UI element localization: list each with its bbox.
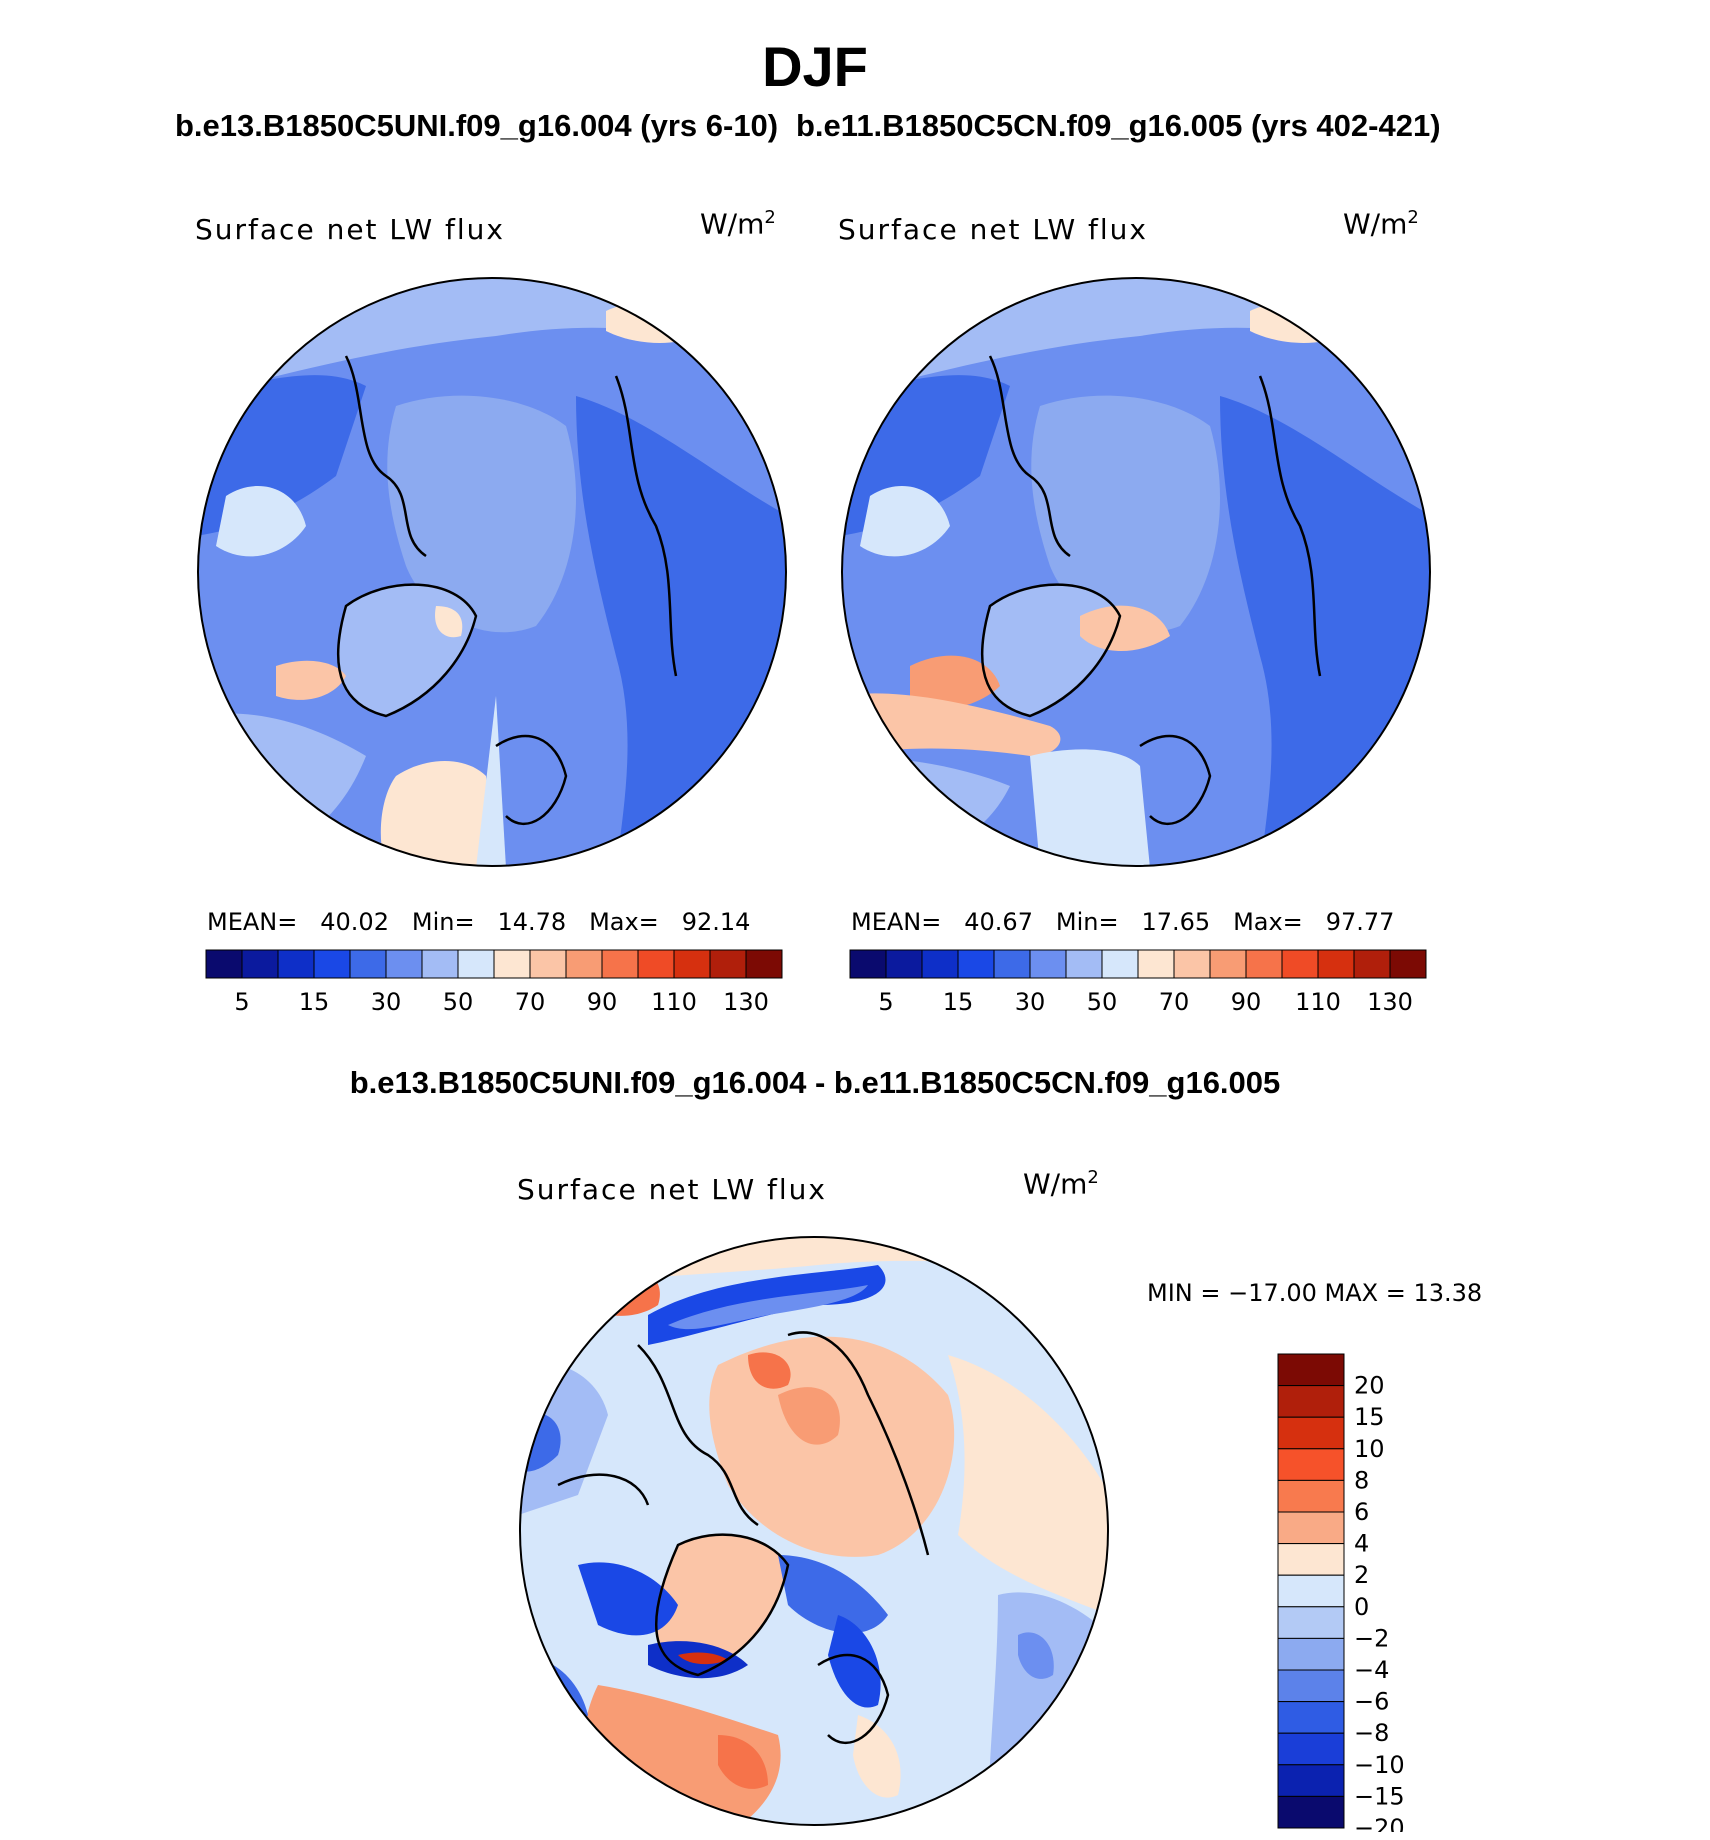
diff-colorbar-swatch xyxy=(1277,1543,1345,1576)
right-colorbar-swatch xyxy=(1245,949,1283,979)
diff-colorbar-tick-label: 8 xyxy=(1354,1466,1369,1494)
right-colorbar-tick-label: 70 xyxy=(1159,988,1190,1016)
right-colorbar-swatch xyxy=(1281,949,1319,979)
left-colorbar-swatch xyxy=(385,949,423,979)
left-colorbar-swatch xyxy=(673,949,711,979)
left-colorbar-swatch xyxy=(745,949,783,979)
right-colorbar-swatch xyxy=(1137,949,1175,979)
right-colorbar-swatch xyxy=(1353,949,1391,979)
diff-colorbar-swatch xyxy=(1277,1732,1345,1766)
right-colorbar-swatch xyxy=(1209,949,1247,979)
right-polar-map xyxy=(841,277,1431,867)
left-variable-label: Surface net LW flux xyxy=(195,213,505,246)
left-stats: MEAN= 40.02 Min= 14.78 Max= 92.14 xyxy=(207,908,751,936)
diff-colorbar-swatch xyxy=(1277,1701,1345,1734)
right-colorbar-tick-label: 15 xyxy=(943,988,974,1016)
left-colorbar-tick-label: 90 xyxy=(587,988,618,1016)
right-case-title: b.e11.B1850C5CN.f09_g16.005 (yrs 402-421… xyxy=(796,108,1441,143)
diff-colorbar-swatch xyxy=(1277,1353,1345,1387)
left-colorbar-swatch xyxy=(241,949,279,979)
right-colorbar-swatch xyxy=(921,949,959,979)
left-colorbar-swatch xyxy=(601,949,639,979)
diff-colorbar-tick-label: −8 xyxy=(1354,1719,1389,1747)
right-colorbar-swatch xyxy=(1065,949,1103,979)
left-colorbar-swatch xyxy=(709,949,747,979)
right-colorbar-tick-label: 110 xyxy=(1295,988,1341,1016)
right-stats: MEAN= 40.67 Min= 17.65 Max= 97.77 xyxy=(851,908,1395,936)
right-colorbar-tick-label: 90 xyxy=(1231,988,1262,1016)
right-colorbar-tick-label: 30 xyxy=(1015,988,1046,1016)
left-colorbar-swatch xyxy=(457,949,495,979)
diff-colorbar-tick-label: −15 xyxy=(1354,1782,1405,1810)
left-colorbar-swatch xyxy=(493,949,531,979)
diff-colorbar-tick-label: 20 xyxy=(1354,1372,1385,1400)
left-colorbar-tick-label: 15 xyxy=(299,988,330,1016)
difference-polar-map xyxy=(519,1236,1109,1826)
diff-colorbar-swatch xyxy=(1277,1795,1345,1829)
diff-colorbar-tick-label: −2 xyxy=(1354,1624,1389,1652)
diff-colorbar-swatch xyxy=(1277,1574,1345,1608)
left-colorbar-swatch xyxy=(277,949,315,979)
diff-colorbar-tick-label: 0 xyxy=(1354,1593,1369,1621)
diff-variable-label: Surface net LW flux xyxy=(517,1173,827,1206)
right-colorbar-swatch xyxy=(849,949,887,979)
right-variable-label: Surface net LW flux xyxy=(838,213,1148,246)
left-colorbar-tick-label: 70 xyxy=(515,988,546,1016)
right-colorbar-swatch xyxy=(1317,949,1355,979)
left-polar-map xyxy=(197,277,787,867)
left-colorbar-tick-label: 30 xyxy=(371,988,402,1016)
diff-colorbar-swatch xyxy=(1277,1511,1345,1545)
right-colorbar-tick-label: 5 xyxy=(878,988,893,1016)
right-colorbar-swatch xyxy=(993,949,1031,979)
diff-colorbar-swatch xyxy=(1277,1448,1345,1481)
left-colorbar-swatch xyxy=(637,949,675,979)
left-colorbar-swatch xyxy=(349,949,387,979)
diff-colorbar-tick-label: −20 xyxy=(1354,1814,1405,1832)
diff-colorbar-swatch xyxy=(1277,1637,1345,1671)
right-colorbar-swatch xyxy=(1101,949,1139,979)
left-colorbar-swatch xyxy=(565,949,603,979)
diff-colorbar-swatch xyxy=(1277,1385,1345,1418)
left-colorbar-tick-label: 50 xyxy=(443,988,474,1016)
right-colorbar-swatch xyxy=(1389,949,1427,979)
main-title: DJF xyxy=(762,35,868,98)
right-colorbar-swatch xyxy=(1029,949,1067,979)
diff-colorbar-tick-label: 10 xyxy=(1354,1435,1385,1463)
diff-colorbar-tick-label: −10 xyxy=(1354,1751,1405,1779)
left-colorbar-swatch xyxy=(313,949,351,979)
diff-colorbar-tick-label: 4 xyxy=(1354,1530,1369,1558)
left-colorbar-tick-label: 110 xyxy=(651,988,697,1016)
diff-colorbar-swatch xyxy=(1277,1669,1345,1703)
diff-colorbar-swatch xyxy=(1277,1606,1345,1639)
left-colorbar-swatch xyxy=(421,949,459,979)
difference-title: b.e13.B1850C5UNI.f09_g16.004 - b.e11.B18… xyxy=(349,1065,1281,1100)
right-colorbar-swatch xyxy=(957,949,995,979)
right-colorbar-swatch xyxy=(885,949,923,979)
right-colorbar: 5 15 30 50 70 90 110 130 xyxy=(849,949,1427,1016)
diff-colorbar-tick-label: −4 xyxy=(1354,1656,1389,1684)
diff-colorbar-tick-label: 15 xyxy=(1354,1403,1385,1431)
diff-colorbar-swatch xyxy=(1277,1479,1345,1513)
left-colorbar-swatch xyxy=(529,949,567,979)
right-units: W/m2 xyxy=(1343,207,1419,241)
diff-colorbar-tick-label: 6 xyxy=(1354,1498,1369,1526)
right-colorbar-swatch xyxy=(1173,949,1211,979)
diff-colorbar-tick-label: 2 xyxy=(1354,1561,1369,1589)
diff-colorbar-swatch xyxy=(1277,1764,1345,1797)
diff-colorbar-swatch xyxy=(1277,1416,1345,1450)
left-colorbar-tick-label: 5 xyxy=(234,988,249,1016)
right-colorbar-tick-label: 50 xyxy=(1087,988,1118,1016)
diff-units: W/m2 xyxy=(1023,1167,1099,1201)
left-colorbar: 5 15 30 50 70 90 110 130 xyxy=(205,949,783,1016)
diff-colorbar-tick-label: −6 xyxy=(1354,1688,1389,1716)
left-case-title: b.e13.B1850C5UNI.f09_g16.004 (yrs 6-10) xyxy=(175,108,779,143)
left-colorbar-swatch xyxy=(205,949,243,979)
diff-minmax: MIN = −17.00 MAX = 13.38 xyxy=(1147,1279,1483,1307)
left-colorbar-tick-label: 130 xyxy=(723,988,769,1016)
right-colorbar-tick-label: 130 xyxy=(1367,988,1413,1016)
left-units: W/m2 xyxy=(700,207,776,241)
